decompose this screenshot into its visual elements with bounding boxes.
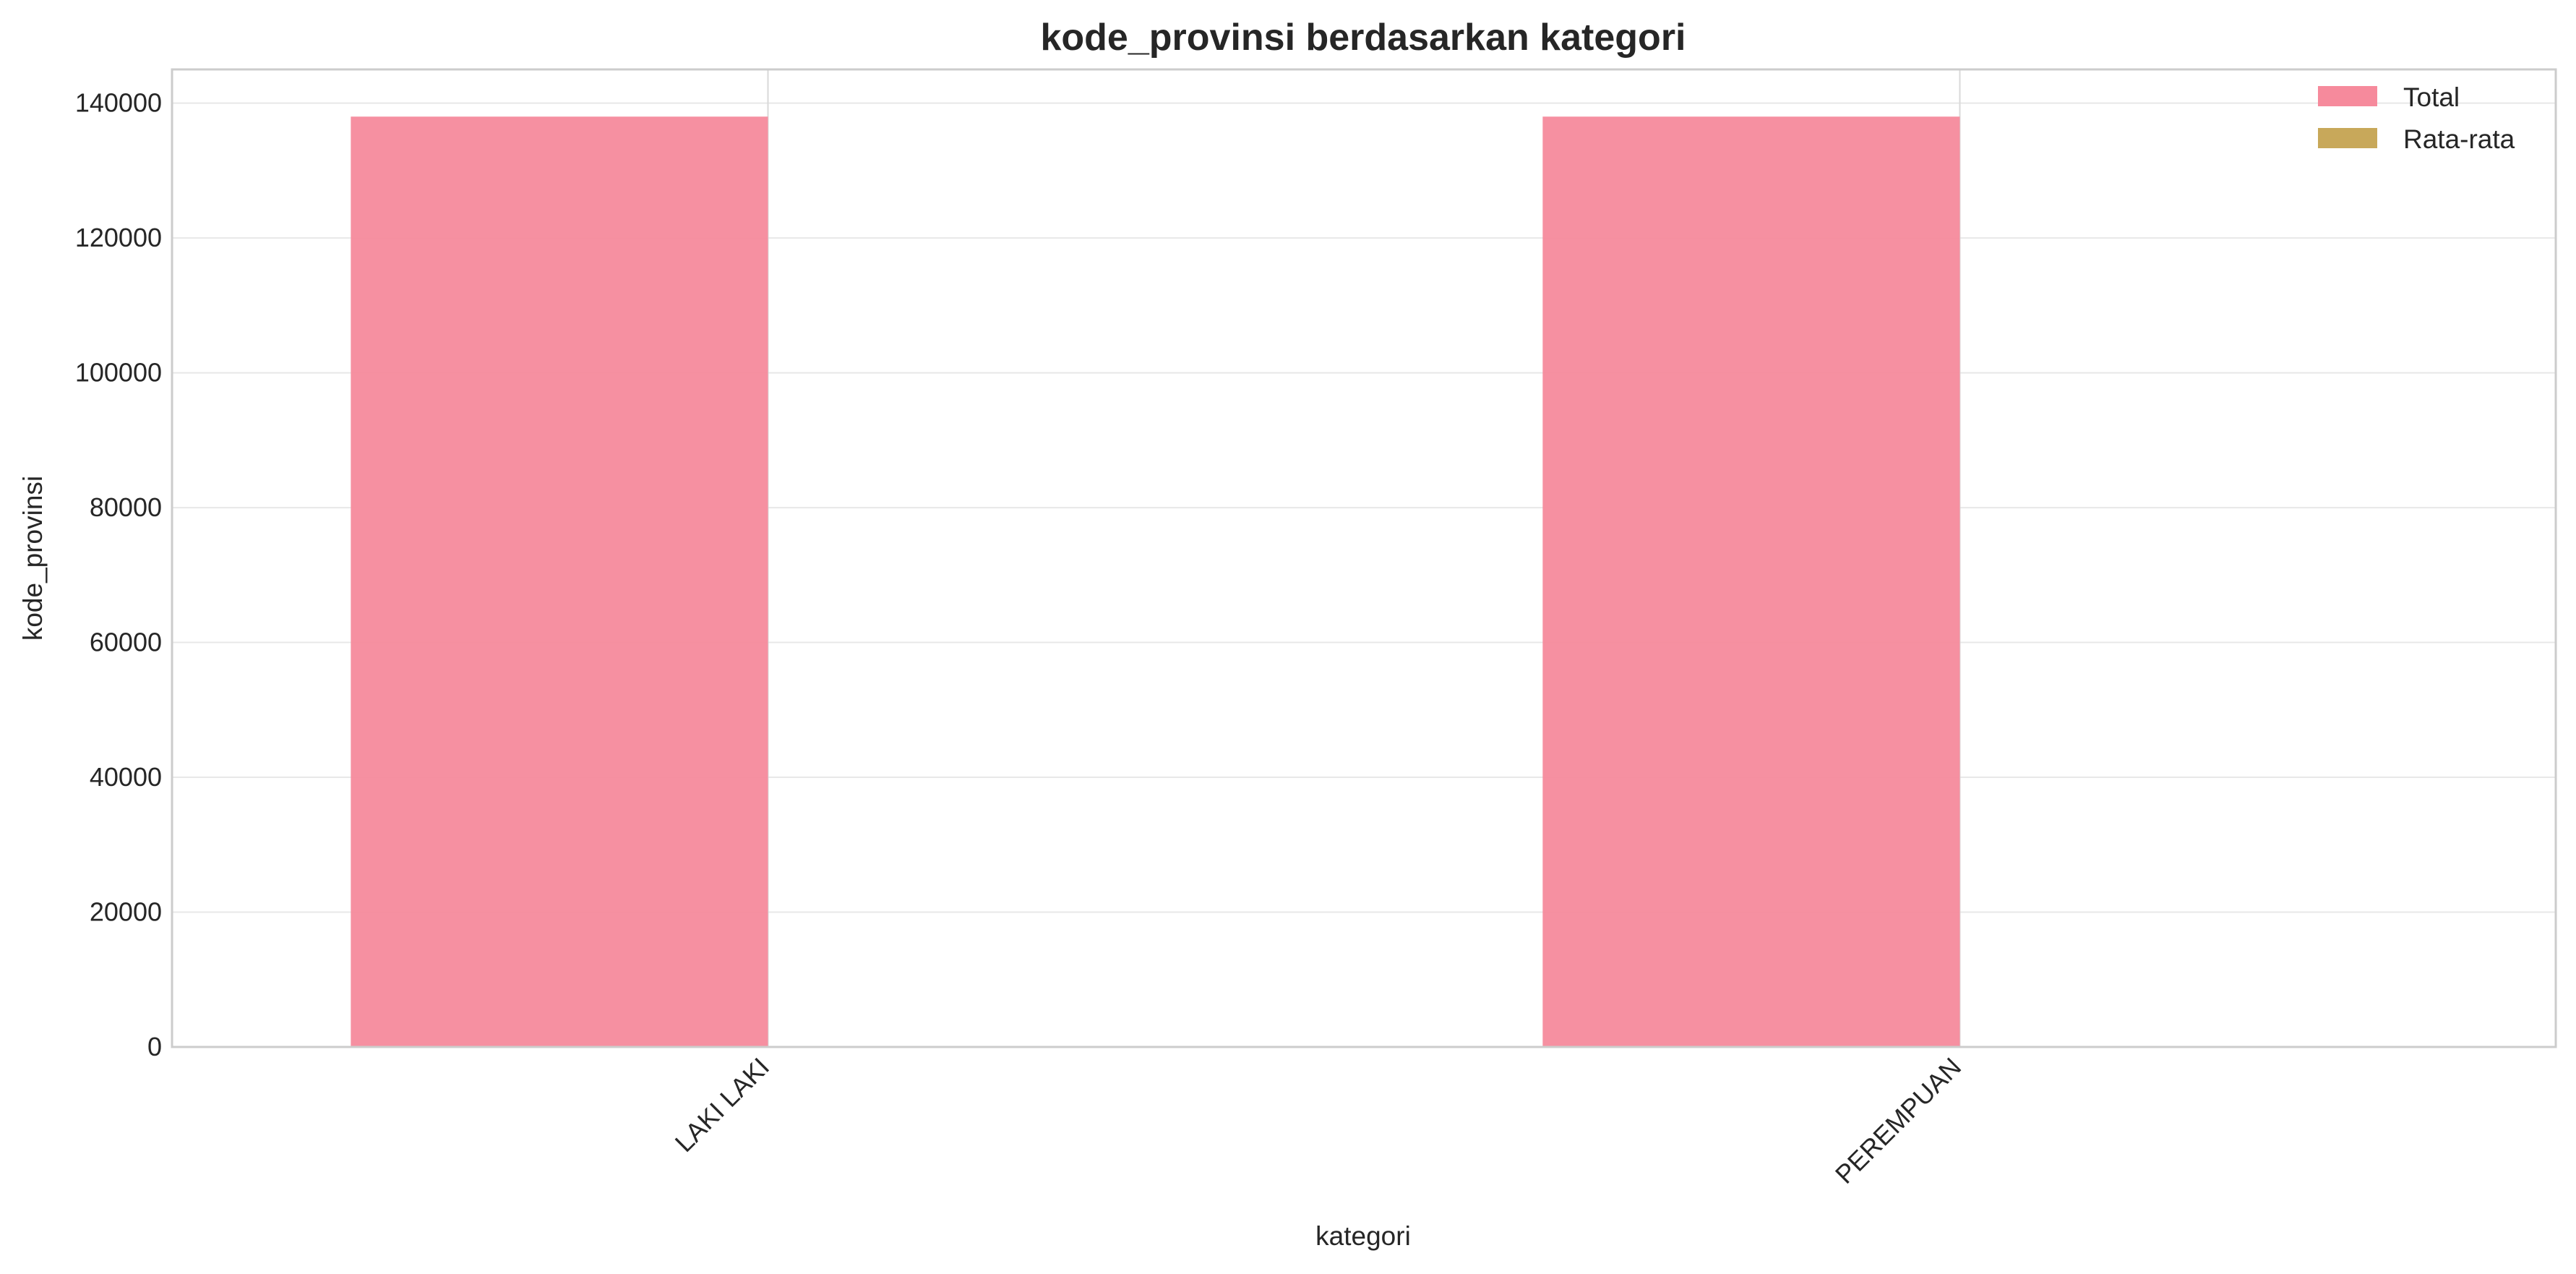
plot-frame — [171, 68, 2557, 1048]
y-axis-label: kode_provinsi — [18, 476, 48, 641]
y-tick-label: 0 — [147, 1032, 162, 1061]
legend-swatch — [2318, 128, 2377, 148]
bar — [1542, 116, 1960, 1048]
y-tick-labels: 0 20000 40000 60000 80000 100000 120000 140000 — [75, 88, 162, 1061]
y-tick-label: 60000 — [90, 628, 162, 657]
y-tick-label: 40000 — [90, 762, 162, 792]
y-tick-label: 80000 — [90, 492, 162, 522]
y-tick-label: 140000 — [75, 88, 162, 118]
legend-label: Rata-rata — [2403, 124, 2515, 154]
bar — [351, 116, 768, 1048]
y-tick-label: 20000 — [90, 897, 162, 927]
bars — [351, 116, 2377, 1048]
legend-label: Total — [2403, 82, 2460, 112]
x-axis-label: kategori — [1315, 1221, 1411, 1251]
y-tick-label: 120000 — [75, 223, 162, 252]
chart-title: kode_provinsi berdasarkan kategori — [1040, 17, 1686, 59]
legend: Total Rata-rata — [2318, 82, 2515, 154]
y-tick-label: 100000 — [75, 358, 162, 388]
legend-swatch — [2318, 86, 2377, 106]
